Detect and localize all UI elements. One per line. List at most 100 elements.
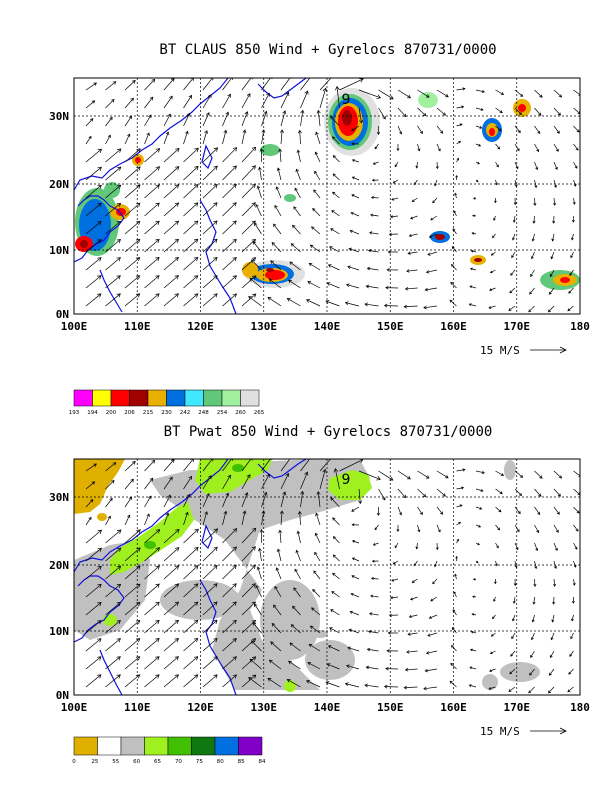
wind-arrow [222, 492, 230, 508]
wind-arrow [378, 470, 394, 481]
wind-arrow [413, 560, 418, 567]
wind-arrow [241, 202, 256, 217]
wind-arrow [495, 488, 503, 495]
wind-arrow [248, 677, 262, 688]
wind-arrow [124, 238, 141, 253]
wind-arrow [332, 572, 340, 580]
wind-arrow [144, 601, 160, 616]
wind-arrow [434, 179, 438, 187]
wind-arrow [493, 596, 496, 602]
wind-arrow [85, 499, 94, 508]
colorbar-swatch [73, 389, 93, 407]
wind-arrow [85, 529, 103, 544]
wind-arrow [144, 513, 150, 526]
wind-arrow [553, 179, 557, 188]
wind-arrow [316, 109, 321, 127]
wind-arrow [365, 665, 379, 670]
wind-arrow [428, 614, 438, 619]
wind-arrow [534, 524, 540, 534]
wind-arrow [202, 293, 218, 307]
wind-arrow [300, 90, 309, 109]
wind-arrow [528, 686, 535, 694]
wind-arrow [331, 210, 340, 217]
wind-arrow [573, 560, 577, 568]
wind-arrow [378, 89, 394, 100]
wind-arrow [202, 674, 218, 688]
wind-arrow [424, 287, 438, 292]
wind-arrow [85, 583, 102, 598]
wind-arrow [286, 679, 301, 688]
wind-arrow [85, 239, 102, 253]
wind-arrow [202, 238, 218, 253]
wind-arrow [454, 573, 457, 580]
wind-arrow [313, 570, 321, 580]
wind-arrow [183, 165, 199, 181]
wind-arrow [371, 559, 379, 563]
wind-arrow [456, 486, 465, 490]
wind-arrow [241, 238, 256, 253]
wind-arrow [329, 246, 340, 253]
wind-arrow [241, 165, 256, 181]
wind-arrow [163, 202, 180, 217]
wind-arrow [267, 296, 282, 307]
wind-arrow [386, 649, 399, 653]
wind-arrow [144, 583, 160, 598]
wind-arrow [311, 226, 321, 235]
gyre-marker: 9 [342, 92, 351, 108]
wind-arrow [105, 529, 122, 544]
wind-arrow [552, 596, 556, 605]
wind-arrow [489, 287, 496, 291]
wind-arrow [572, 578, 576, 586]
wind-arrow [330, 116, 340, 127]
wind-arrow [273, 604, 282, 616]
wind-arrow [202, 94, 212, 109]
wind-arrow [528, 305, 535, 313]
wind-arrow [261, 510, 266, 526]
wind-arrow [514, 179, 518, 188]
wind-arrow [472, 214, 477, 217]
wind-arrow [202, 257, 218, 271]
wind-arrow [387, 250, 399, 254]
wind-arrow [85, 221, 102, 235]
wind-arrow [475, 125, 483, 129]
wind-arrow [261, 78, 273, 91]
wind-arrow [270, 260, 282, 271]
panel-pwat: BT Pwat 850 Wind + Gyrelocs 870731/0000 [49, 424, 590, 765]
wind-arrow [163, 238, 179, 253]
wind-arrow [385, 666, 399, 671]
wind-arrow [268, 659, 282, 670]
wind-arrow [346, 664, 360, 670]
lon-label: 160E [440, 320, 467, 333]
wind-arrow [410, 215, 418, 220]
wind-arrow [370, 594, 379, 598]
wind-arrow [407, 251, 418, 255]
wind-arrow [358, 470, 381, 481]
wind-arrow [105, 656, 121, 670]
wind-arrow [271, 622, 282, 634]
wind-arrow [241, 474, 251, 490]
colorbar-label: 254 [217, 410, 228, 416]
wind-arrow [300, 490, 305, 508]
wind-arrow [547, 686, 555, 694]
wind-arrow [396, 524, 400, 533]
wind-arrow [202, 601, 218, 616]
wind-arrow [286, 298, 301, 307]
wind-arrow [163, 547, 180, 562]
wind-arrow [241, 129, 247, 145]
wind-arrow [105, 565, 122, 580]
wind-arrow [397, 89, 411, 99]
wind-arrow [85, 202, 102, 217]
lat-label: 10N [49, 244, 69, 257]
colorbar-label: 194 [87, 410, 98, 416]
wind-arrow [144, 565, 160, 580]
wind-arrow [530, 251, 535, 260]
wind-arrow [325, 681, 340, 688]
wind-arrow [290, 624, 301, 634]
wind-arrow [144, 275, 160, 289]
wind-arrow [105, 293, 121, 307]
wind-arrow [553, 470, 563, 479]
colorbar-label: 25 [91, 759, 98, 765]
wind-arrow [436, 89, 449, 98]
wind-arrow [319, 459, 332, 472]
wind-arrow [339, 78, 364, 91]
